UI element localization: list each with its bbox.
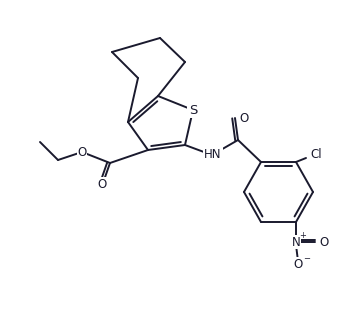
Text: O: O	[239, 112, 249, 125]
Text: −: −	[304, 254, 310, 264]
Text: O: O	[319, 236, 329, 248]
Text: O: O	[97, 177, 107, 190]
Text: HN: HN	[204, 148, 222, 161]
Text: Cl: Cl	[310, 148, 322, 161]
Text: N: N	[292, 236, 300, 248]
Text: O: O	[77, 146, 87, 158]
Text: +: +	[299, 232, 306, 240]
Text: O: O	[293, 258, 303, 271]
Text: S: S	[189, 103, 197, 116]
